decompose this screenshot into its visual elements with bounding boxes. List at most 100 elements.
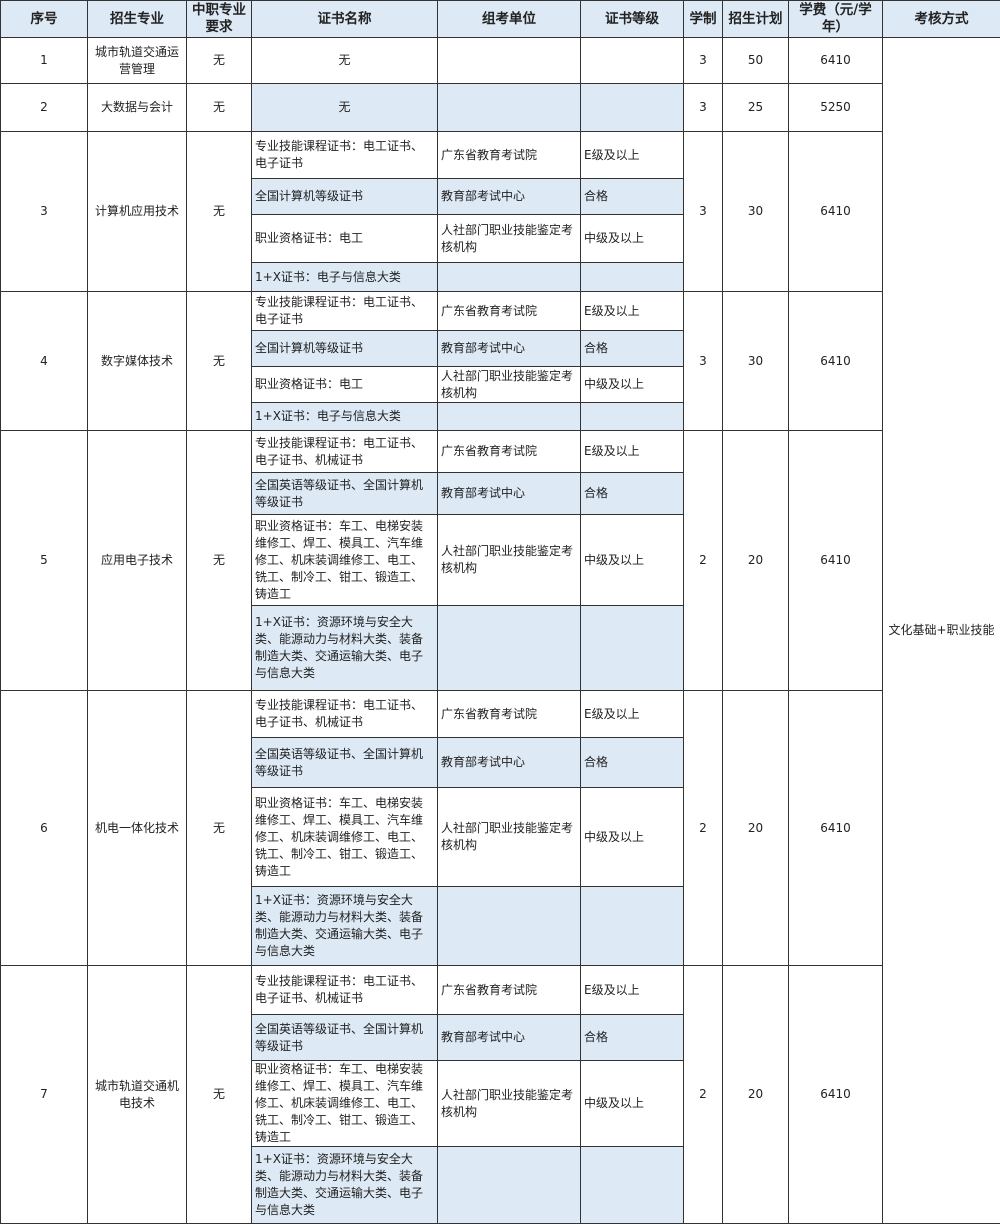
program-years: 2 (684, 966, 723, 1224)
cert-name: 无 (252, 84, 438, 132)
cert-level (581, 263, 684, 292)
requirement: 无 (187, 292, 252, 431)
row-number: 5 (1, 431, 88, 691)
cert-level (581, 606, 684, 691)
cert-level: E级及以上 (581, 691, 684, 738)
row-number: 7 (1, 966, 88, 1224)
enrollment-plan: 30 (723, 292, 789, 431)
cert-name: 全国英语等级证书、全国计算机等级证书 (252, 1015, 438, 1061)
cert-level: 中级及以上 (581, 1061, 684, 1147)
cert-name: 职业资格证书：电工 (252, 215, 438, 263)
tuition-fee: 5250 (789, 84, 883, 132)
enrollment-plan: 30 (723, 132, 789, 292)
requirement: 无 (187, 431, 252, 691)
major-name: 大数据与会计 (88, 84, 187, 132)
cert-name: 专业技能课程证书：电工证书、电子证书 (252, 292, 438, 331)
cert-level: E级及以上 (581, 132, 684, 179)
cert-organizer: 人社部门职业技能鉴定考核机构 (438, 367, 581, 403)
cert-organizer (438, 263, 581, 292)
enrollment-plan: 20 (723, 966, 789, 1224)
cert-level: E级及以上 (581, 292, 684, 331)
cert-name: 全国计算机等级证书 (252, 331, 438, 367)
cert-organizer (438, 38, 581, 84)
cert-organizer: 广东省教育考试院 (438, 691, 581, 738)
program-years: 3 (684, 38, 723, 84)
requirement: 无 (187, 966, 252, 1224)
assessment-method: 文化基础+职业技能 (883, 38, 1000, 1224)
header-major: 招生专业 (88, 1, 187, 38)
program-years: 3 (684, 84, 723, 132)
major-name: 城市轨道交通机电技术 (88, 966, 187, 1224)
cert-organizer: 广东省教育考试院 (438, 966, 581, 1015)
cert-organizer: 人社部门职业技能鉴定考核机构 (438, 788, 581, 887)
cert-name: 全国计算机等级证书 (252, 179, 438, 215)
header-cert-name: 证书名称 (252, 1, 438, 38)
cert-organizer: 广东省教育考试院 (438, 132, 581, 179)
cert-name: 全国英语等级证书、全国计算机等级证书 (252, 738, 438, 788)
cert-level: E级及以上 (581, 431, 684, 473)
cert-name: 专业技能课程证书：电工证书、电子证书、机械证书 (252, 691, 438, 738)
cert-level: 合格 (581, 331, 684, 367)
cert-level (581, 403, 684, 431)
cert-level: E级及以上 (581, 966, 684, 1015)
major-name: 计算机应用技术 (88, 132, 187, 292)
row-number: 6 (1, 691, 88, 966)
major-name: 数字媒体技术 (88, 292, 187, 431)
cert-name: 1+X证书：电子与信息大类 (252, 403, 438, 431)
cert-organizer: 广东省教育考试院 (438, 292, 581, 331)
cert-name: 无 (252, 38, 438, 84)
cert-organizer (438, 403, 581, 431)
cert-level: 合格 (581, 738, 684, 788)
cert-level: 合格 (581, 179, 684, 215)
enrollment-plan: 20 (723, 431, 789, 691)
cert-name: 专业技能课程证书：电工证书、电子证书、机械证书 (252, 966, 438, 1015)
cert-organizer: 教育部考试中心 (438, 331, 581, 367)
cert-level (581, 84, 684, 132)
cert-organizer (438, 606, 581, 691)
cert-organizer: 教育部考试中心 (438, 1015, 581, 1061)
row-number: 1 (1, 38, 88, 84)
cert-organizer (438, 887, 581, 966)
cert-organizer: 人社部门职业技能鉴定考核机构 (438, 1061, 581, 1147)
tuition-fee: 6410 (789, 132, 883, 292)
cert-organizer (438, 1147, 581, 1224)
row-number: 4 (1, 292, 88, 431)
header-fee: 学费（元/学年） (789, 1, 883, 38)
cert-level: 中级及以上 (581, 367, 684, 403)
tuition-fee: 6410 (789, 292, 883, 431)
tuition-fee: 6410 (789, 691, 883, 966)
cert-organizer: 教育部考试中心 (438, 179, 581, 215)
header-no: 序号 (1, 1, 88, 38)
program-years: 3 (684, 292, 723, 431)
tuition-fee: 6410 (789, 966, 883, 1224)
cert-level: 中级及以上 (581, 215, 684, 263)
cert-name: 职业资格证书：电工 (252, 367, 438, 403)
requirement: 无 (187, 132, 252, 292)
cert-name: 专业技能课程证书：电工证书、电子证书 (252, 132, 438, 179)
cert-level (581, 38, 684, 84)
enrollment-plan: 20 (723, 691, 789, 966)
requirement: 无 (187, 691, 252, 966)
header-organizer: 组考单位 (438, 1, 581, 38)
tuition-fee: 6410 (789, 431, 883, 691)
cert-name: 1+X证书：资源环境与安全大类、能源动力与材料大类、装备制造大类、交通运输大类、… (252, 1147, 438, 1224)
header-cert-level: 证书等级 (581, 1, 684, 38)
cert-organizer: 广东省教育考试院 (438, 431, 581, 473)
cert-level: 中级及以上 (581, 515, 684, 606)
cert-name: 职业资格证书：车工、电梯安装维修工、焊工、模具工、汽车维修工、机床装调维修工、电… (252, 788, 438, 887)
enrollment-plan: 25 (723, 84, 789, 132)
header-plan: 招生计划 (723, 1, 789, 38)
cert-organizer: 人社部门职业技能鉴定考核机构 (438, 215, 581, 263)
cert-level: 合格 (581, 473, 684, 515)
cert-level: 中级及以上 (581, 788, 684, 887)
major-name: 应用电子技术 (88, 431, 187, 691)
cert-name: 1+X证书：资源环境与安全大类、能源动力与材料大类、装备制造大类、交通运输大类、… (252, 606, 438, 691)
cert-name: 1+X证书：电子与信息大类 (252, 263, 438, 292)
